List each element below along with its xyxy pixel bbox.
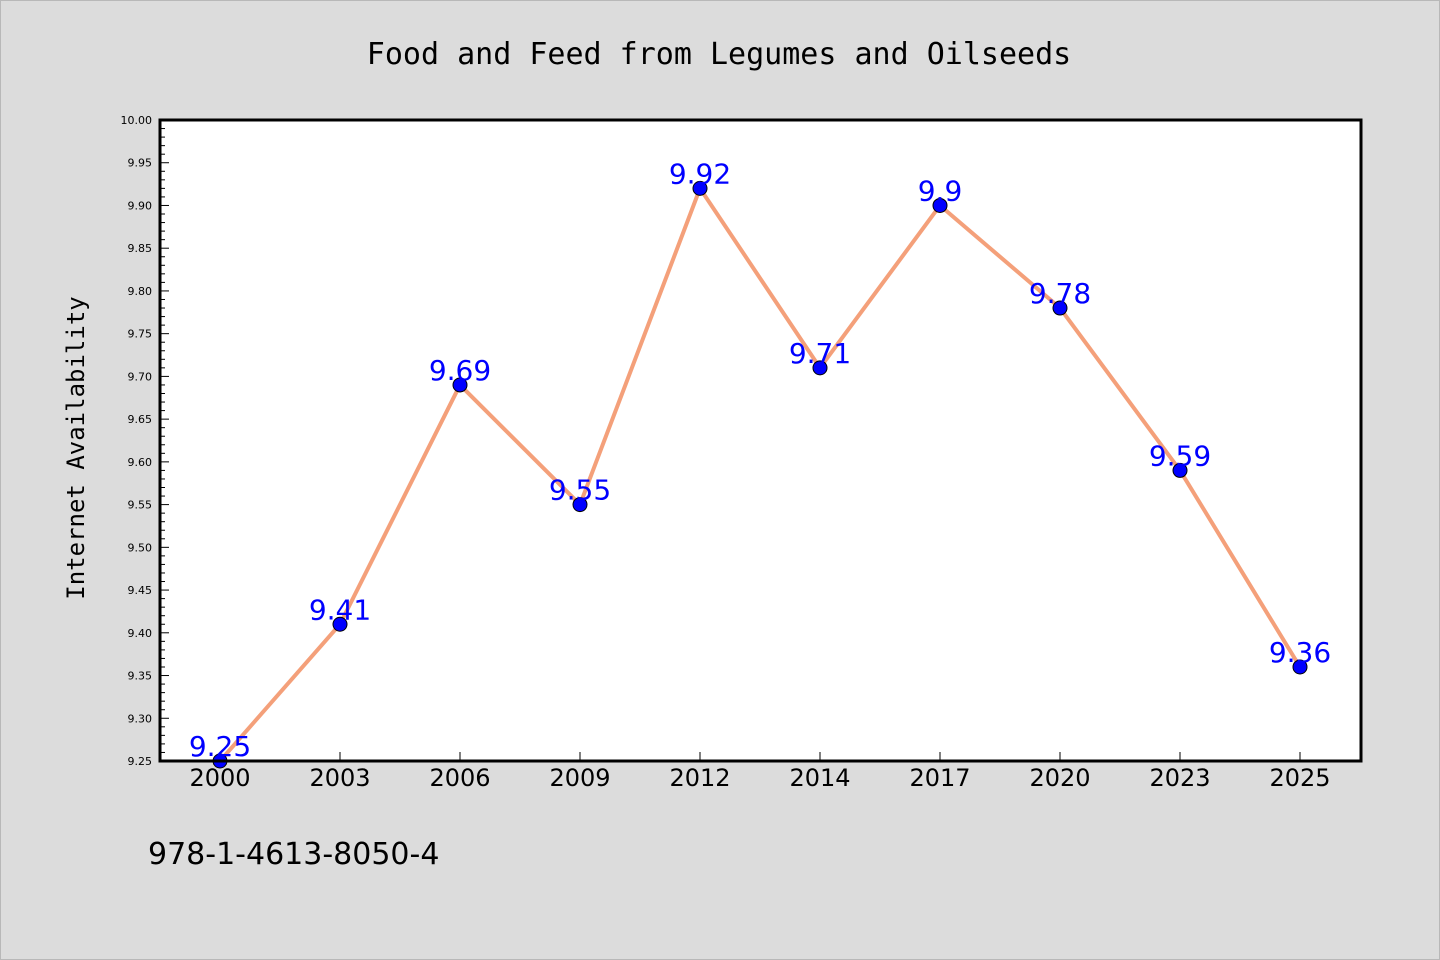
data-label: 9.71 <box>789 337 851 370</box>
isbn-text: 978-1-4613-8050-4 <box>148 837 439 872</box>
chart-title: Food and Feed from Legumes and Oilseeds <box>367 37 1071 72</box>
y-tick-label: 10.00 <box>121 114 153 127</box>
y-tick-label: 9.70 <box>128 370 153 383</box>
x-tick-label: 2006 <box>429 764 490 792</box>
x-tick-label: 2017 <box>909 764 970 792</box>
y-tick-label: 9.35 <box>128 670 153 683</box>
data-label: 9.59 <box>1149 439 1211 472</box>
y-tick-label: 9.95 <box>128 157 153 170</box>
y-tick-label: 9.30 <box>128 712 153 725</box>
x-tick-label: 2023 <box>1149 764 1210 792</box>
data-label: 9.9 <box>918 174 963 207</box>
y-tick-label: 9.90 <box>128 199 153 212</box>
data-label: 9.55 <box>549 474 611 507</box>
data-point <box>812 360 828 376</box>
series: 9.25 9.41 9.69 9.55 9.92 9.71 9.9 9.78 9.59 9.36 <box>189 157 1331 769</box>
y-tick-label: 9.80 <box>128 285 153 298</box>
plot-border <box>158 118 1363 763</box>
series-line <box>218 186 1302 763</box>
x-axis: 2000 2003 2006 2009 2012 2014 2017 2020 2023 2025 <box>189 752 1331 792</box>
data-label: 9.41 <box>309 593 371 626</box>
x-tick-label: 2009 <box>549 764 610 792</box>
data-point <box>1172 462 1188 478</box>
x-tick-label: 2012 <box>669 764 730 792</box>
data-point <box>452 377 468 393</box>
y-tick-label: 9.75 <box>128 328 153 341</box>
data-point <box>692 180 708 196</box>
data-point <box>932 197 948 213</box>
y-tick-label: 9.85 <box>128 242 153 255</box>
y-tick-label: 9.45 <box>128 584 153 597</box>
data-label: 9.92 <box>669 157 731 190</box>
data-point <box>572 497 588 513</box>
y-tick-label: 9.50 <box>128 541 153 554</box>
data-point <box>1292 659 1308 675</box>
data-label: 9.25 <box>189 730 251 763</box>
x-tick-label: 2020 <box>1029 764 1090 792</box>
data-label: 9.36 <box>1269 636 1331 669</box>
y-tick-label: 9.25 <box>128 755 153 768</box>
plot-area <box>160 120 1361 761</box>
x-tick-label: 2000 <box>189 764 250 792</box>
x-tick-label: 2003 <box>309 764 370 792</box>
x-tick-label: 2025 <box>1269 764 1330 792</box>
data-point <box>332 616 348 632</box>
data-label: 9.78 <box>1029 277 1091 310</box>
data-point <box>1052 300 1068 316</box>
x-tick-label: 2014 <box>789 764 850 792</box>
y-tick-label: 9.40 <box>128 627 153 640</box>
y-axis-label: Internet Availability <box>62 296 90 599</box>
y-axis: 9.25 9.30 9.35 9.40 9.45 9.50 9.55 9.60 9.65 9.70… <box>121 114 169 768</box>
y-tick-label: 9.60 <box>128 456 153 469</box>
y-tick-label: 9.65 <box>128 413 153 426</box>
y-tick-label: 9.55 <box>128 499 153 512</box>
data-label: 9.69 <box>429 354 491 387</box>
